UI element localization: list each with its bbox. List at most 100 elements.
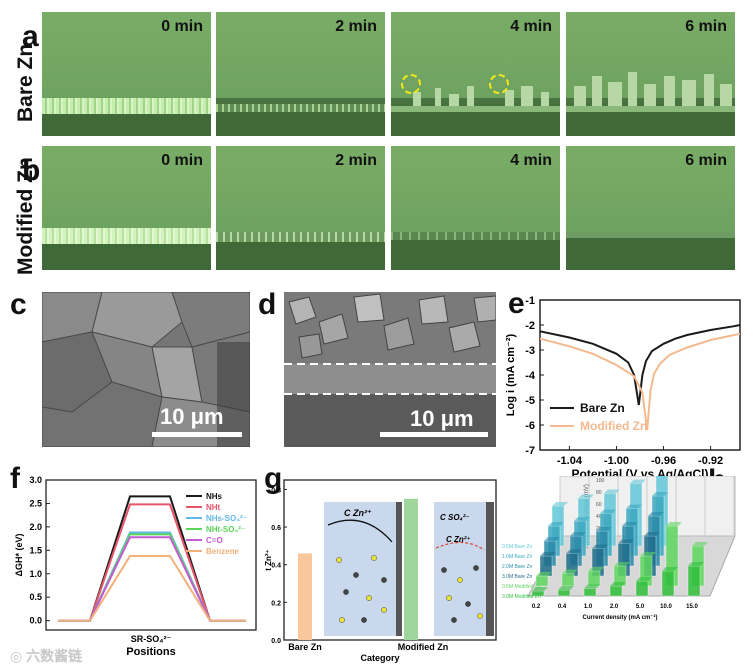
bar-top — [532, 587, 548, 591]
bar-top — [666, 522, 682, 526]
ion-dot — [477, 613, 483, 619]
hysteresis-3d-chart: 020406080100120140160180200Hysteresis vo… — [502, 476, 736, 621]
bar-top — [540, 552, 556, 556]
x-tick-label: 10.0 — [660, 604, 672, 610]
bar-top — [622, 522, 638, 526]
bar-top — [574, 517, 590, 521]
bar — [298, 553, 312, 640]
inset-bare — [324, 502, 396, 636]
bar-top — [662, 567, 678, 571]
time-label: 6 min — [685, 152, 727, 169]
y-tick-label: 0.2 — [271, 600, 281, 607]
ion-dot — [381, 607, 387, 613]
y-tick-label: 0.0 — [271, 638, 281, 645]
panel-label-g: g — [264, 462, 283, 495]
bar-top — [692, 542, 708, 546]
z-tick-label: 100 — [596, 478, 605, 484]
z-tick-label: 60 — [596, 502, 602, 508]
legend-label: 0.5M Modified Zn — [502, 584, 541, 590]
x-tick-label: 0.4 — [558, 604, 567, 610]
y-axis-label: ΔGH* (eV) — [14, 534, 24, 577]
legend-label: 3.0M Modified Zn — [502, 594, 541, 600]
free-energy-chart: 0.0 0.5 1.0 1.5 2.0 2.5 3.0 ΔGH* (eV) SR-SO₄²⁻ Po… — [14, 475, 257, 658]
ion-dot — [457, 577, 463, 583]
panel-label-d: d — [258, 288, 277, 321]
bar-top — [604, 489, 620, 494]
ion-dot — [361, 617, 367, 623]
micrograph-modified-0: 0 min — [42, 146, 211, 270]
x-tick-label: -0.92 — [698, 455, 723, 467]
time-label: 4 min — [510, 18, 552, 35]
sem-image-surface: 10 μm — [42, 292, 250, 447]
bar-top — [548, 522, 564, 526]
ion-dot — [339, 617, 345, 623]
bar-top — [588, 567, 604, 571]
legend-label: 2.0M Bare Zn — [502, 564, 533, 570]
y-tick-label: -2 — [525, 320, 535, 332]
panel-label-e: e — [508, 287, 525, 320]
micrograph-modified-2: 2 min — [216, 146, 385, 270]
row-label-bare: Bare Zn — [14, 43, 37, 122]
electrode-modified — [486, 502, 494, 636]
bar-top — [630, 479, 646, 484]
ion-dot — [336, 557, 342, 563]
panel-label-b: b — [22, 154, 41, 187]
bar-top — [566, 549, 582, 554]
inset-label: C SO₄²⁻ — [440, 513, 470, 522]
x-tick-label: -1.04 — [557, 455, 583, 467]
bar-top — [640, 552, 656, 556]
bar-top — [610, 582, 626, 586]
micrograph-modified-6: 6 min — [566, 146, 735, 270]
y-tick-label: 0.4 — [271, 563, 281, 570]
micrograph-bare-2: 2 min — [216, 12, 385, 136]
inset-label: C Zn²⁺ — [344, 508, 372, 518]
ion-dot — [381, 577, 387, 583]
bar — [404, 498, 418, 640]
x-tick-label: 1.0 — [584, 604, 593, 610]
bar — [583, 588, 597, 597]
bar-top — [688, 562, 704, 566]
bar-top — [600, 509, 616, 514]
bar-top — [636, 577, 652, 581]
ion-dot — [465, 601, 471, 607]
bar — [609, 585, 623, 597]
x-axis-label: Current density (mA cm⁻²) — [583, 614, 658, 621]
legend-label: Benzene — [206, 547, 239, 556]
y-tick-label: 1.0 — [29, 569, 42, 579]
time-label: 0 min — [161, 152, 203, 169]
ion-dot — [451, 617, 457, 623]
micrograph-bare-6: 6 min — [566, 12, 735, 136]
y-tick-label: 3.0 — [29, 475, 42, 485]
time-label: 2 min — [335, 152, 377, 169]
bar-top — [536, 572, 552, 576]
bar-top — [552, 502, 568, 506]
panel-label-f: f — [10, 462, 20, 495]
y-tick-label: 0.8 — [271, 487, 281, 494]
x-tick-label: Bare Zn — [288, 642, 322, 652]
ion-dot — [343, 589, 349, 595]
bar — [561, 573, 575, 587]
time-label: 2 min — [335, 18, 377, 35]
bar-top — [614, 562, 630, 566]
legend-label: NHs — [206, 492, 223, 501]
time-label: 0 min — [161, 18, 203, 35]
inset-label: C Zn²⁺ — [446, 535, 471, 544]
y-axis-label: t Zn²⁺ — [264, 549, 273, 571]
x-tick-label: -0.96 — [651, 455, 676, 467]
y-tick-label: -4 — [525, 370, 536, 382]
legend-label: 3.0M Bare Zn — [502, 574, 533, 580]
bar — [635, 580, 649, 597]
series-line — [539, 324, 741, 406]
y-tick-label: -5 — [525, 395, 535, 407]
z-tick-label: 80 — [596, 490, 602, 496]
electrode-bare — [396, 502, 402, 636]
bar-top — [584, 584, 600, 589]
y-tick-label: 2.0 — [29, 522, 42, 532]
legend-label: Modified Zn — [580, 419, 647, 433]
micrograph-bare-0: 0 min — [42, 12, 211, 136]
x-category-label: SR-SO₄²⁻ — [131, 634, 172, 644]
y-axis-label: Log i (mA cm⁻²) — [505, 333, 517, 416]
bar-top — [626, 504, 642, 509]
dendrite-highlight-circle — [401, 74, 421, 94]
bar-top — [570, 532, 586, 536]
